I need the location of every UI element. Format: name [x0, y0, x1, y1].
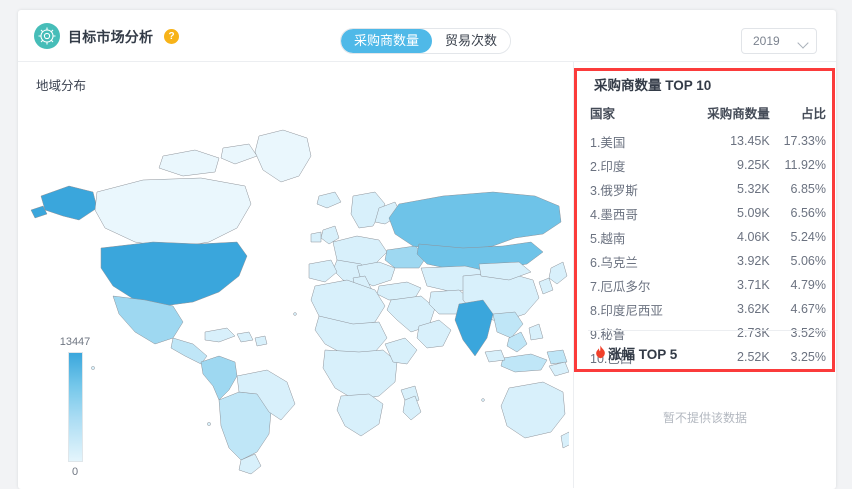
cell-count: 3.92K [737, 254, 770, 268]
column-header-country: 国家 [590, 107, 616, 121]
cell-share: 4.79% [790, 278, 826, 292]
card-header: 目标市场分析 ? 采购商数量 贸易次数 2019 [18, 10, 836, 62]
table-row[interactable]: 1.美国 13.45K 17.33% [590, 129, 826, 153]
legend-min-value: 0 [71, 466, 79, 478]
ranking-table: 国家 采购商数量 占比 1.美国 13.45K 17.33% 2.印度 [590, 100, 826, 369]
table-row[interactable]: 9.秘鲁 2.73K 3.52% [590, 321, 826, 345]
cell-count: 5.32K [737, 182, 770, 196]
year-select[interactable]: 2019 [741, 28, 817, 54]
market-analysis-card: 目标市场分析 ? 采购商数量 贸易次数 2019 地域分布 [18, 10, 836, 489]
column-header-share: 占比 [800, 107, 826, 121]
table-row[interactable]: 5.越南 4.06K 5.24% [590, 225, 826, 249]
metric-tab-group: 采购商数量 贸易次数 [340, 28, 512, 54]
legend-max-value: 13447 [59, 336, 91, 348]
chevron-down-icon [797, 37, 809, 49]
table-row[interactable]: 7.厄瓜多尔 3.71K 4.79% [590, 273, 826, 297]
cell-country: 5.越南 [590, 231, 626, 246]
table-header-row: 国家 采购商数量 占比 [590, 100, 826, 129]
ranking-pane: 采购商数量 TOP 10 国家 采购商数量 占比 1.美国 13.45K [574, 62, 836, 488]
cell-country: 8.印度尼西亚 [590, 303, 663, 318]
growth-section-title: 涨幅 TOP 5 [594, 343, 677, 363]
world-map[interactable]: .ct { stroke:#8d9299; stroke-width:0.5; … [23, 100, 569, 480]
cell-count: 4.06K [737, 230, 770, 244]
map-pane: 地域分布 .ct { stroke:#8d9299; stroke-width:… [18, 62, 574, 488]
table-row[interactable]: 8.印度尼西亚 3.62K 4.67% [590, 297, 826, 321]
compass-icon [34, 23, 60, 49]
cell-share: 6.85% [790, 182, 826, 196]
map-legend: 13447 0 [40, 334, 110, 480]
ranking-title: 采购商数量 TOP 10 [594, 78, 712, 93]
cell-share: 5.06% [790, 254, 826, 268]
cell-share: 17.33% [783, 134, 826, 148]
map-section-label: 地域分布 [36, 79, 87, 93]
table-row[interactable]: 3.俄罗斯 5.32K 6.85% [590, 177, 826, 201]
cell-count: 3.71K [737, 278, 770, 292]
growth-title-text: 涨幅 TOP 5 [608, 347, 678, 362]
legend-gradient-bar [67, 352, 83, 462]
cell-count: 3.62K [737, 302, 770, 316]
tab-buyer-count[interactable]: 采购商数量 [341, 29, 433, 53]
ranking-divider [588, 330, 828, 331]
year-select-value: 2019 [753, 34, 780, 48]
cell-share: 3.52% [790, 326, 826, 340]
cell-country: 3.俄罗斯 [590, 183, 638, 198]
cell-share: 11.92% [784, 158, 826, 172]
cell-share: 5.24% [790, 230, 826, 244]
growth-empty-text: 暂不提供该数据 [662, 411, 747, 425]
cell-share: 6.56% [790, 206, 826, 220]
table-row[interactable]: 2.印度 9.25K 11.92% [590, 153, 826, 177]
card-body: 地域分布 .ct { stroke:#8d9299; stroke-width:… [18, 62, 836, 488]
growth-divider [588, 370, 828, 371]
help-icon[interactable]: ? [164, 29, 179, 44]
cell-country: 1.美国 [590, 135, 626, 150]
cell-count: 5.09K [737, 206, 770, 220]
cell-country: 9.秘鲁 [590, 327, 626, 342]
cell-country: 2.印度 [590, 159, 626, 174]
cell-count: 2.52K [737, 350, 770, 364]
cell-share: 3.25% [790, 350, 826, 364]
page-title: 目标市场分析 [68, 29, 154, 45]
fire-icon [594, 345, 607, 362]
column-header-count: 采购商数量 [707, 107, 770, 121]
cell-country: 7.厄瓜多尔 [590, 279, 651, 294]
cell-share: 4.67% [790, 302, 826, 316]
table-row[interactable]: 6.乌克兰 3.92K 5.06% [590, 249, 826, 273]
cell-count: 13.45K [730, 134, 770, 148]
table-row[interactable]: 4.墨西哥 5.09K 6.56% [590, 201, 826, 225]
cell-count: 2.73K [737, 326, 770, 340]
cell-count: 9.25K [737, 158, 770, 172]
cell-country: 6.乌克兰 [590, 255, 638, 270]
tab-trade-count[interactable]: 贸易次数 [432, 29, 511, 53]
cell-country: 4.墨西哥 [590, 207, 638, 222]
